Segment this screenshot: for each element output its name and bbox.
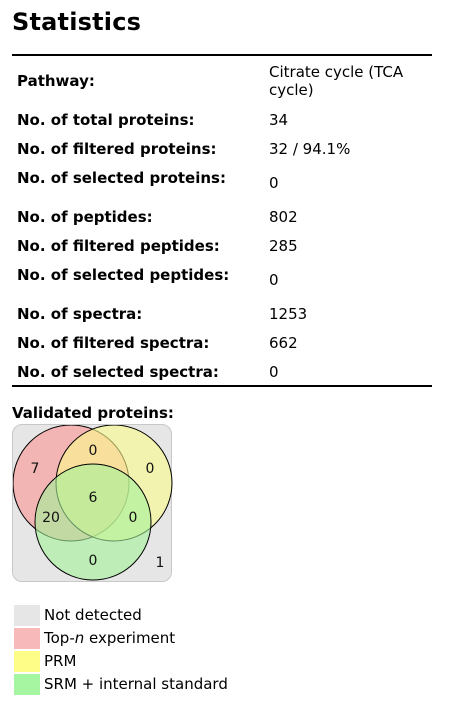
- stat-value: 34: [269, 111, 289, 129]
- page-title: Statistics: [12, 8, 142, 36]
- stat-label: No. of filtered spectra:: [17, 334, 210, 352]
- stat-value: 0: [269, 271, 279, 289]
- legend-label: Top-n experiment: [44, 629, 176, 647]
- stat-value: 0: [269, 363, 279, 381]
- bottom-divider: [12, 385, 432, 387]
- venn-count-not-detected: 1: [156, 555, 165, 571]
- legend-label: PRM: [44, 652, 77, 670]
- stat-label: No. of total proteins:: [17, 111, 195, 129]
- venn-circle-srm: [34, 463, 152, 581]
- legend-swatch: [14, 674, 40, 695]
- venn-count-prm-srm: 0: [129, 510, 138, 526]
- stat-label: No. of filtered proteins:: [17, 140, 217, 158]
- venn-count-srm-only: 0: [89, 553, 98, 569]
- venn-count-topn-srm: 20: [42, 510, 60, 526]
- legend-swatch: [14, 628, 40, 649]
- stat-label: No. of spectra:: [17, 305, 143, 323]
- stat-label: Pathway:: [17, 72, 95, 90]
- legend-swatch: [14, 605, 40, 626]
- top-divider: [12, 54, 432, 56]
- stat-label: No. of selected proteins:: [17, 169, 226, 187]
- stat-label: No. of selected peptides:: [17, 266, 230, 284]
- stat-value: 802: [269, 208, 298, 226]
- stat-value: 285: [269, 237, 298, 255]
- stat-value: 1253: [269, 305, 308, 323]
- venn-count-prm-only: 0: [146, 461, 155, 477]
- venn-count-topn-only: 7: [31, 461, 40, 477]
- stat-value: 0: [269, 174, 279, 192]
- venn-diagram-panel: 7 0 0 6 20 0 0 1: [12, 424, 173, 582]
- legend-label: Not detected: [44, 606, 142, 624]
- stat-label: No. of peptides:: [17, 208, 153, 226]
- venn-diagram: 7 0 0 6 20 0 0 1: [13, 425, 173, 581]
- stat-label: No. of selected spectra:: [17, 363, 219, 381]
- venn-count-all-three: 6: [89, 490, 98, 506]
- venn-count-topn-prm: 0: [89, 443, 98, 459]
- stat-value: 32 / 94.1%: [269, 140, 351, 158]
- stat-value: Citrate cycle (TCA cycle): [269, 63, 404, 99]
- stat-value: 662: [269, 334, 298, 352]
- legend-swatch: [14, 651, 40, 672]
- venn-heading: Validated proteins:: [12, 404, 174, 422]
- legend-label: SRM + internal standard: [44, 675, 228, 693]
- stat-label: No. of filtered peptides:: [17, 237, 220, 255]
